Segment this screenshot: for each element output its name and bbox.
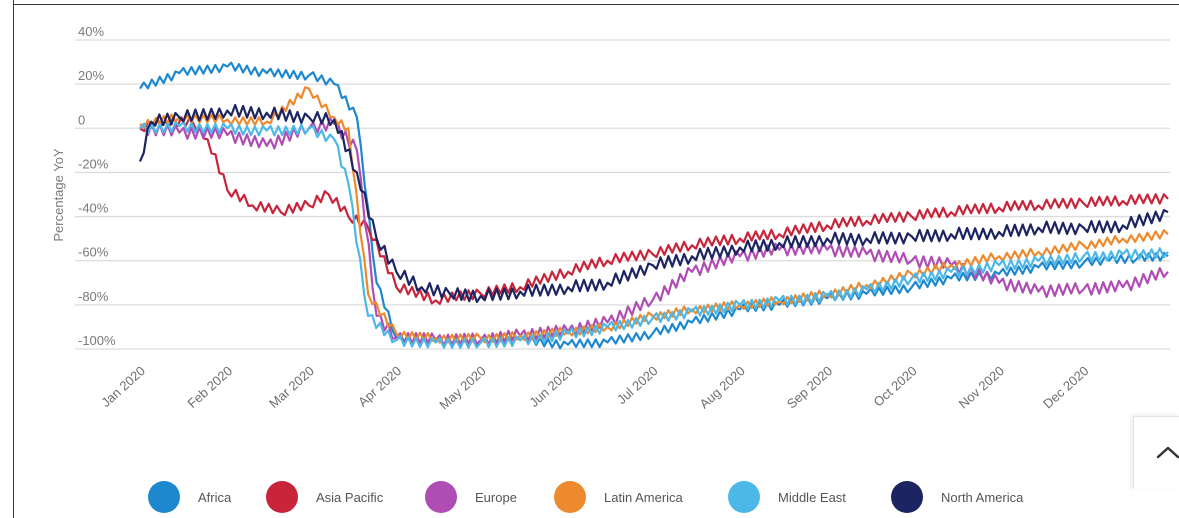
y-tick-label: -40% bbox=[78, 201, 109, 216]
series-line bbox=[139, 117, 1169, 347]
series-line bbox=[139, 86, 1169, 344]
y-axis-ticks: 40% 20% 0 -20% -40% -60% -80% -100% bbox=[78, 24, 116, 348]
legend-label: Europe bbox=[475, 490, 517, 505]
x-tick-label: Jun 2020 bbox=[526, 363, 576, 410]
x-tick-label: Dec 2020 bbox=[1040, 363, 1091, 411]
legend-label: Africa bbox=[198, 490, 232, 505]
legend-label: Latin America bbox=[604, 490, 684, 505]
legend-label: Middle East bbox=[778, 490, 846, 505]
legend-marker bbox=[891, 481, 923, 513]
x-tick-label: Mar 2020 bbox=[266, 363, 317, 411]
legend-label: North America bbox=[941, 490, 1024, 505]
y-tick-label: 0 bbox=[78, 112, 85, 127]
x-tick-label: Apr 2020 bbox=[355, 363, 404, 409]
x-tick-label: Oct 2020 bbox=[870, 363, 919, 409]
legend: Africa Asia Pacific Europe Latin America Mid… bbox=[148, 481, 1024, 513]
scroll-to-top-button[interactable] bbox=[1133, 416, 1179, 489]
x-tick-label: Aug 2020 bbox=[696, 363, 747, 411]
legend-marker bbox=[728, 481, 760, 513]
x-tick-label: Sep 2020 bbox=[784, 363, 835, 411]
y-tick-label: 40% bbox=[78, 24, 104, 39]
y-tick-label: 20% bbox=[78, 68, 104, 83]
x-tick-label: Jul 2020 bbox=[614, 363, 661, 407]
y-tick-label: -80% bbox=[78, 289, 109, 304]
legend-marker bbox=[554, 481, 586, 513]
x-tick-label: Nov 2020 bbox=[956, 363, 1007, 411]
x-tick-label: Feb 2020 bbox=[184, 363, 235, 411]
series-line bbox=[139, 120, 1169, 349]
x-axis-ticks: Jan 2020 Feb 2020 Mar 2020 Apr 2020 May 2020… bbox=[98, 363, 1091, 412]
series-line bbox=[139, 115, 1169, 305]
gridlines bbox=[75, 39, 1170, 350]
series-lines bbox=[138, 61, 1169, 350]
legend-marker bbox=[148, 481, 180, 513]
y-tick-label: -60% bbox=[78, 245, 109, 260]
x-tick-label: Jan 2020 bbox=[98, 363, 148, 410]
series-line bbox=[138, 103, 1169, 304]
chevron-up-icon bbox=[1156, 446, 1179, 459]
legend-label: Asia Pacific bbox=[316, 490, 384, 505]
y-tick-label: -20% bbox=[78, 156, 109, 171]
frame-left-border bbox=[13, 0, 14, 518]
y-tick-label: -100% bbox=[78, 333, 116, 348]
series-line bbox=[139, 61, 1169, 350]
legend-marker bbox=[425, 481, 457, 513]
x-tick-label: May 2020 bbox=[436, 363, 488, 412]
frame-top-border bbox=[13, 4, 1179, 5]
y-axis-label: Percentage YoY bbox=[51, 148, 66, 242]
legend-marker bbox=[266, 481, 298, 513]
